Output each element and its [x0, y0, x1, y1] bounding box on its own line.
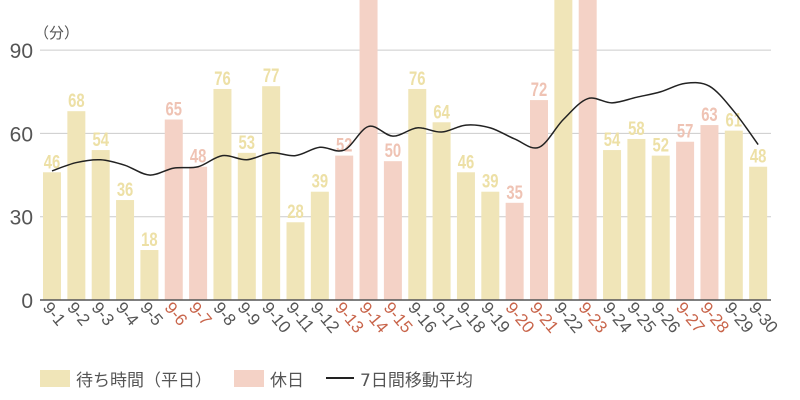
- bar-9-21: [530, 100, 548, 300]
- legend-label-holiday: 休日: [270, 370, 304, 391]
- bar-9-15: [383, 161, 402, 300]
- bar-9-16: [408, 88, 427, 301]
- y-axis-ticks: 0 30 60 90: [10, 40, 33, 313]
- line-swatch-icon: [326, 377, 354, 379]
- bar-label: 76: [214, 68, 230, 89]
- bar-label: 77: [263, 65, 279, 86]
- bars: [43, 0, 768, 301]
- bar-label: 57: [677, 121, 693, 142]
- bar-9-11: [286, 222, 305, 300]
- legend-item-weekday: 待ち時間（平日）: [40, 366, 212, 391]
- bar-label: 72: [531, 79, 547, 100]
- y-tick-label: 90: [10, 40, 33, 63]
- bar-label: 53: [239, 132, 255, 153]
- bar-label: 64: [433, 102, 450, 123]
- bar-label: 35: [506, 182, 522, 203]
- moving-average-line: [51, 81, 759, 176]
- bar-label: 54: [604, 129, 621, 150]
- legend-item-moving-average: 7日間移動平均: [326, 366, 473, 391]
- bar-9-26: [651, 155, 670, 300]
- bar-9-7: [189, 166, 208, 300]
- legend-label-weekday: 待ち時間（平日）: [76, 370, 212, 391]
- x-tick-label: 9-2: [63, 298, 93, 329]
- bar-9-22: [554, 0, 573, 300]
- x-tick-label: 9-7: [185, 298, 215, 329]
- bar-9-3: [91, 150, 110, 300]
- bar-9-23: [578, 0, 597, 300]
- bar-9-5: [140, 250, 159, 300]
- bar-label: 48: [750, 146, 766, 167]
- bar-label: 48: [190, 146, 206, 167]
- bar-9-18: [456, 172, 475, 300]
- x-tick-label: 9-4: [112, 298, 142, 329]
- x-tick-label: 9-1: [39, 298, 69, 329]
- bar-label: 65: [166, 99, 182, 120]
- bar-9-25: [627, 138, 646, 300]
- y-tick-label: 0: [21, 290, 33, 313]
- grid-lines: [40, 49, 771, 218]
- legend-label-moving-average: 7日間移動平均: [360, 370, 473, 391]
- bar-9-6: [164, 119, 183, 301]
- bar-9-12: [310, 191, 329, 300]
- bar-label: 46: [458, 152, 474, 173]
- x-tick-label: 9-5: [136, 298, 166, 329]
- bar-label: 54: [92, 129, 109, 150]
- bar-label: 46: [44, 152, 60, 173]
- weekday-swatch-icon: [40, 369, 70, 387]
- bar-9-1: [43, 172, 61, 300]
- bar-label: 39: [312, 171, 328, 192]
- x-tick-label: 9-3: [88, 298, 118, 329]
- y-tick-label: 60: [10, 123, 33, 146]
- bar-9-8: [213, 88, 232, 301]
- holiday-swatch-icon: [234, 369, 264, 387]
- bar-label: 28: [287, 202, 303, 223]
- bar-9-10: [262, 86, 281, 301]
- x-tick-label: 9-6: [161, 298, 191, 329]
- x-tick-label: 9-8: [209, 298, 239, 329]
- y-tick-label: 30: [10, 207, 33, 230]
- bar-label: 63: [701, 104, 717, 125]
- bar-9-24: [603, 150, 622, 300]
- bar-9-20: [505, 202, 524, 300]
- bar-9-28: [700, 125, 719, 300]
- bar-label: 68: [68, 90, 84, 111]
- bar-value-labels: 46 68 54 36 18 65 48 76 53 77 28 39 52 50 76 64 46 39 35 72…: [44, 65, 767, 250]
- bar-label: 18: [141, 229, 157, 250]
- bar-label: 76: [409, 68, 425, 89]
- y-axis-unit: （分）: [34, 24, 79, 42]
- bar-label: 36: [117, 179, 133, 200]
- bar-9-2: [67, 111, 86, 300]
- bar-label: 61: [726, 110, 742, 131]
- legend-item-holiday: 休日: [234, 366, 304, 391]
- bar-label: 39: [482, 171, 498, 192]
- bar-9-4: [116, 200, 135, 300]
- bar-9-27: [676, 141, 695, 300]
- x-tick-label: 9-9: [234, 298, 264, 329]
- legend: 待ち時間（平日） 休日 7日間移動平均: [40, 366, 495, 391]
- bar-label: 52: [653, 135, 669, 156]
- bar-label: 50: [385, 140, 401, 161]
- bar-9-30: [749, 166, 768, 300]
- x-axis-tick-labels: 9-19-29-39-49-59-69-79-89-99-109-119-129…: [39, 298, 782, 336]
- bar-9-29: [724, 130, 743, 300]
- bar-label: 58: [628, 118, 644, 139]
- bar-9-14: [359, 0, 378, 300]
- bar-9-9: [237, 152, 256, 300]
- bar-9-17: [432, 122, 451, 300]
- bar-9-19: [481, 191, 500, 300]
- bar-9-13: [335, 155, 354, 300]
